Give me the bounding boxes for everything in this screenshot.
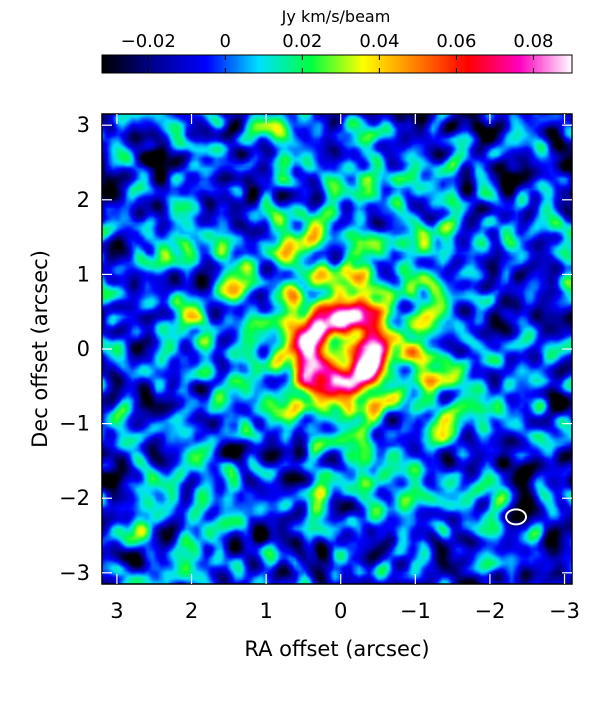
intensity-map: [102, 114, 572, 584]
y-axis-label: Dec offset (arcsec): [28, 250, 52, 448]
x-tick-label: 1: [259, 599, 272, 623]
x-tick-label: −2: [474, 599, 505, 623]
x-tick-label: 3: [110, 599, 123, 623]
y-tick-label: 0: [77, 337, 90, 361]
y-tick-label: −3: [59, 561, 90, 585]
beam-ellipse-group: [505, 508, 528, 526]
beam-ellipse: [505, 508, 528, 526]
y-tick-label: 1: [77, 262, 90, 286]
colorbar-tick-label: 0.04: [359, 31, 399, 52]
colorbar-gradient: [101, 54, 573, 74]
colorbar-ticks: −0.02 0 0.02 0.04 0.06 0.08: [121, 31, 554, 73]
heatmap-image: [102, 114, 572, 584]
colorbar-tick-label: 0: [220, 31, 231, 52]
colorbar-label: Jy km/s/beam: [281, 7, 391, 26]
colorbar: Jy km/s/beam −0.02 0 0.02 0.04 0.06 0.08: [101, 7, 573, 74]
x-tick-label: −1: [400, 599, 431, 623]
x-tick-label: 2: [185, 599, 198, 623]
x-axis-label: RA offset (arcsec): [244, 637, 429, 661]
x-tick-label: 0: [334, 599, 347, 623]
y-tick-label: −1: [59, 412, 90, 436]
axis-ticks: 3 2 1 0 −1 −2 −3 3 2 1 0 −1 −2 −3: [59, 113, 580, 623]
colorbar-tick-label: 0.06: [436, 31, 476, 52]
colorbar-tick-label: −0.02: [121, 31, 176, 52]
x-tick-label: −3: [549, 599, 580, 623]
colorbar-tick-label: 0.08: [513, 31, 553, 52]
colorbar-tick-label: 0.02: [282, 31, 322, 52]
y-tick-label: −2: [59, 486, 90, 510]
y-tick-label: 2: [77, 188, 90, 212]
y-tick-label: 3: [77, 113, 90, 137]
